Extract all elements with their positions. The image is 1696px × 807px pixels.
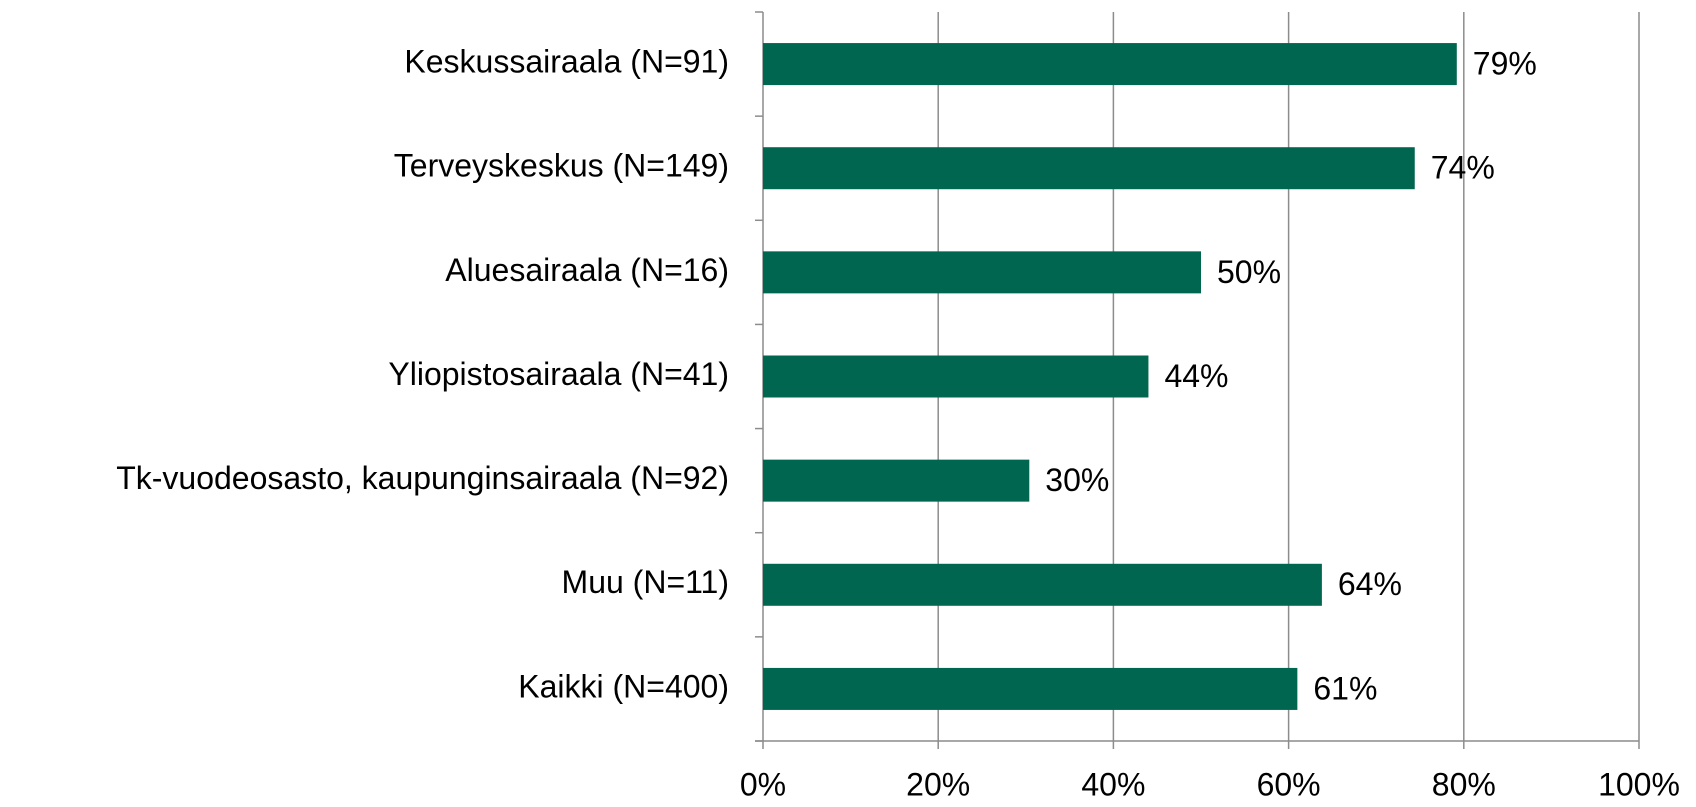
data-label: 30%: [1045, 462, 1109, 498]
data-label: 44%: [1164, 358, 1228, 394]
y-tick-label: Keskussairaala (N=91): [404, 44, 729, 80]
data-label: 61%: [1313, 670, 1377, 706]
x-tick-label: 80%: [1432, 766, 1496, 802]
x-tick-label: 0%: [740, 766, 786, 802]
data-label: 64%: [1338, 566, 1402, 602]
bar: [763, 667, 1298, 710]
bar: [763, 563, 1322, 606]
y-tick-label: Aluesairaala (N=16): [445, 252, 729, 288]
x-tick-label: 40%: [1081, 766, 1145, 802]
x-tick-label: 100%: [1598, 766, 1680, 802]
bar: [763, 43, 1457, 86]
bar: [763, 251, 1201, 294]
bar: [763, 459, 1030, 502]
data-label: 74%: [1431, 150, 1495, 186]
y-tick-label: Tk-vuodeosasto, kaupunginsairaala (N=92): [116, 460, 729, 496]
bar: [763, 355, 1149, 398]
data-label: 79%: [1473, 46, 1537, 82]
y-tick-label: Muu (N=11): [562, 564, 729, 600]
data-label: 50%: [1217, 254, 1281, 290]
y-tick-label: Terveyskeskus (N=149): [394, 148, 729, 184]
bar: [763, 147, 1415, 190]
y-tick-label: Kaikki (N=400): [518, 668, 729, 704]
y-tick-label: Yliopistosairaala (N=41): [388, 356, 729, 392]
x-tick-label: 20%: [906, 766, 970, 802]
x-tick-label: 60%: [1257, 766, 1321, 802]
